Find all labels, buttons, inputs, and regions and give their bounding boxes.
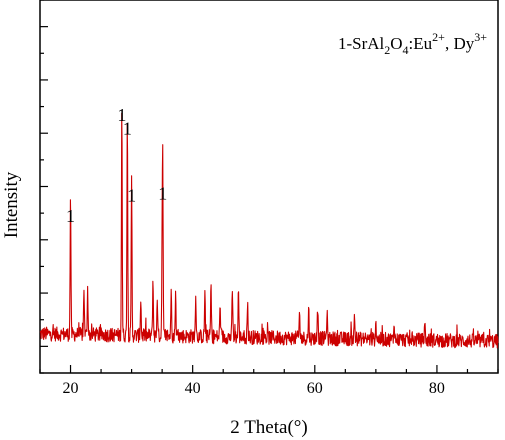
legend-sub-1: 2 <box>384 43 390 57</box>
legend-mid: O <box>390 34 402 53</box>
legend-prefix: 1-SrAl <box>338 34 385 53</box>
x-tick-label: 60 <box>307 380 323 397</box>
legend-sup-1: 2+ <box>432 30 445 44</box>
y-axis-title: Intensity <box>1 171 22 238</box>
series-line <box>39 112 499 349</box>
y-axis-ticks <box>40 0 48 374</box>
legend-text: 1-SrAl2O4:Eu2+, Dy3+ <box>338 30 487 57</box>
x-axis-title: 2 Theta(°) <box>230 417 307 438</box>
legend-sub-2: 4 <box>403 43 409 57</box>
x-tick-label: 80 <box>429 380 445 397</box>
legend-mid-2: :Eu <box>409 34 433 53</box>
peak-label: 1 <box>127 185 136 205</box>
peak-label: 1 <box>66 206 75 226</box>
x-tick-label: 40 <box>185 380 201 397</box>
x-tick-label: 20 <box>63 380 79 397</box>
plot-frame <box>39 0 499 374</box>
peak-label: 1 <box>123 118 132 138</box>
legend-mid-3: , Dy <box>445 34 475 53</box>
peak-label: 1 <box>117 105 126 125</box>
peak-label: 1 <box>158 184 167 204</box>
x-axis-ticks: 20 40 60 80 <box>39 365 499 397</box>
legend-sup-2: 3+ <box>474 30 487 44</box>
